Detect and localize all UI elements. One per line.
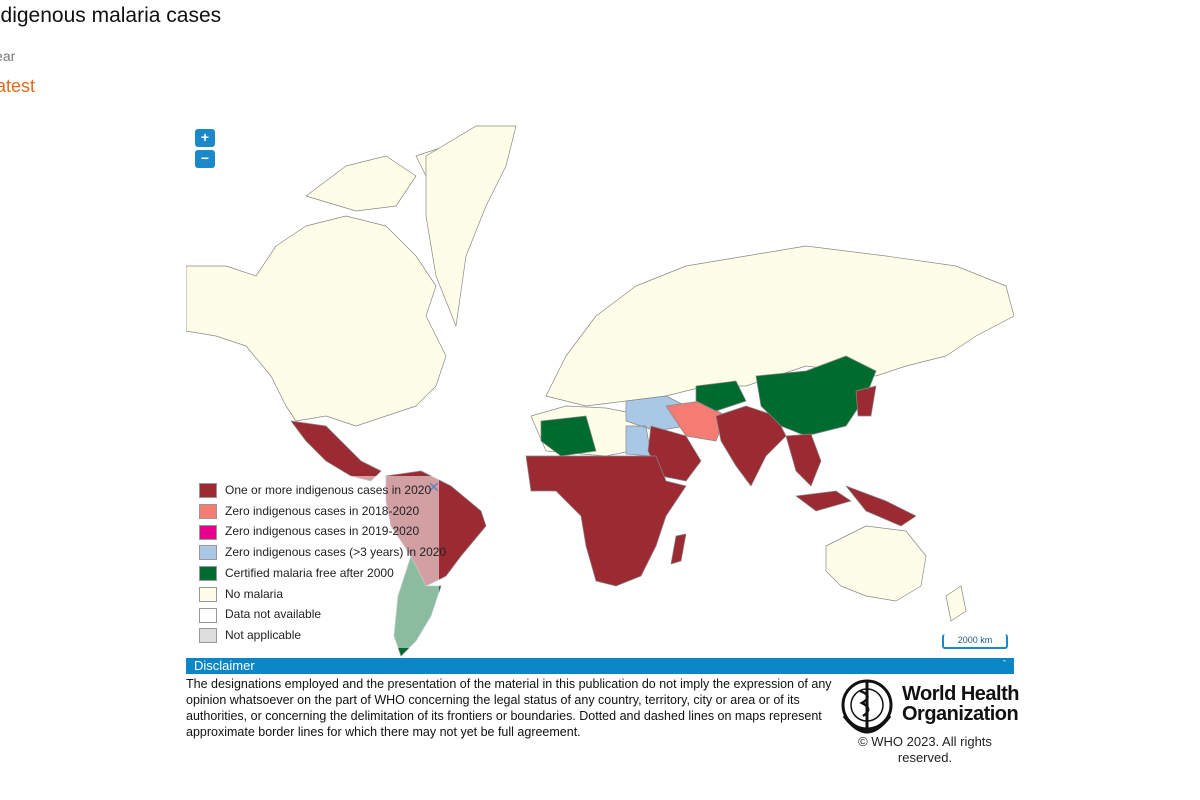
legend-label: Zero indigenous cases in 2019-2020 <box>225 524 420 539</box>
zoom-in[interactable]: + <box>195 129 215 147</box>
who-name-line2: Organization <box>902 703 1019 725</box>
india <box>715 405 787 487</box>
disclaimer-toggle[interactable]: ˆ <box>1003 659 1006 669</box>
sub-saharan-africa <box>525 455 687 587</box>
legend-item: Zero indigenous cases in 2019-2020 <box>199 523 420 540</box>
legend-item: Data not available <box>199 606 322 623</box>
filter-label: Year <box>0 48 16 64</box>
legend-item: Certified malaria free after 2000 <box>199 565 394 582</box>
greenland <box>425 125 517 327</box>
disclaimer-text: The designations employed and the presen… <box>186 677 832 739</box>
china <box>755 355 877 437</box>
algeria <box>540 415 597 457</box>
scale-bar: 2000 km <box>942 634 1008 649</box>
legend-swatch <box>199 504 217 520</box>
legend-item: Not applicable <box>199 627 302 644</box>
legend-swatch <box>199 545 217 561</box>
legend: ✕ One or more indigenous cases in 2020 Ze… <box>191 476 446 648</box>
southeast-asia <box>785 385 917 527</box>
madagascar <box>670 533 687 565</box>
legend-swatch <box>199 586 217 602</box>
who-emblem <box>841 679 893 734</box>
legend-swatch <box>199 628 217 644</box>
legend-label: Not applicable <box>225 627 302 642</box>
legend-item: One or more indigenous cases in 2020 <box>199 482 432 499</box>
legend-close[interactable]: ✕ <box>428 479 440 495</box>
who-name-line1: World Health <box>902 683 1019 705</box>
saudi <box>647 425 702 482</box>
disclaimer-title: Disclaimer <box>194 658 255 673</box>
legend-label: No malaria <box>225 586 284 601</box>
filter-value[interactable]: Latest <box>0 76 36 96</box>
legend-swatch <box>199 483 217 499</box>
mexico <box>290 420 382 482</box>
legend-label: Zero indigenous cases (>3 years) in 2020 <box>225 545 447 560</box>
page-title: Indigenous malaria cases <box>0 4 222 27</box>
legend-item: Zero indigenous cases in 2018-2020 <box>199 503 420 520</box>
copyright: © WHO 2023. All rights reserved. <box>858 734 992 765</box>
legend-swatch <box>199 524 217 540</box>
australia <box>825 525 967 622</box>
legend-item: No malaria <box>199 586 283 602</box>
north-america <box>186 215 447 427</box>
disclaimer-bar[interactable]: Disclaimer ˆ <box>186 658 1014 674</box>
legend-label: Zero indigenous cases in 2018-2020 <box>225 503 420 518</box>
legend-item: Zero indigenous cases (>3 years) in 2020 <box>199 544 447 561</box>
legend-label: One or more indigenous cases in 2020 <box>225 483 432 497</box>
legend-swatch <box>199 566 217 582</box>
legend-label: Data not available <box>225 607 322 622</box>
legend-swatch <box>199 607 217 623</box>
who-name: World Health Organization <box>902 684 1019 724</box>
legend-label: Certified malaria free after 2000 <box>225 565 394 580</box>
central-asia <box>695 380 747 412</box>
zoom-out[interactable]: − <box>195 150 215 168</box>
